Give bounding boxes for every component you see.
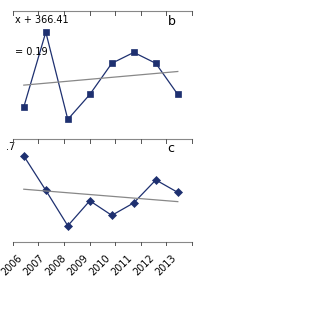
Text: 2009: 2009	[65, 253, 90, 278]
Text: 2011: 2011	[109, 253, 134, 278]
Text: x + 366.41: x + 366.41	[15, 15, 68, 25]
Text: .7: .7	[6, 142, 15, 152]
Text: 2006: 2006	[0, 253, 24, 278]
Text: 2010: 2010	[87, 253, 112, 278]
Text: 2012: 2012	[131, 253, 156, 278]
Text: 2008: 2008	[43, 253, 68, 278]
Text: c: c	[168, 142, 175, 155]
Text: 2013: 2013	[153, 253, 178, 278]
Text: 2007: 2007	[21, 253, 46, 278]
Text: = 0.19: = 0.19	[15, 47, 47, 57]
Text: b: b	[168, 15, 176, 28]
